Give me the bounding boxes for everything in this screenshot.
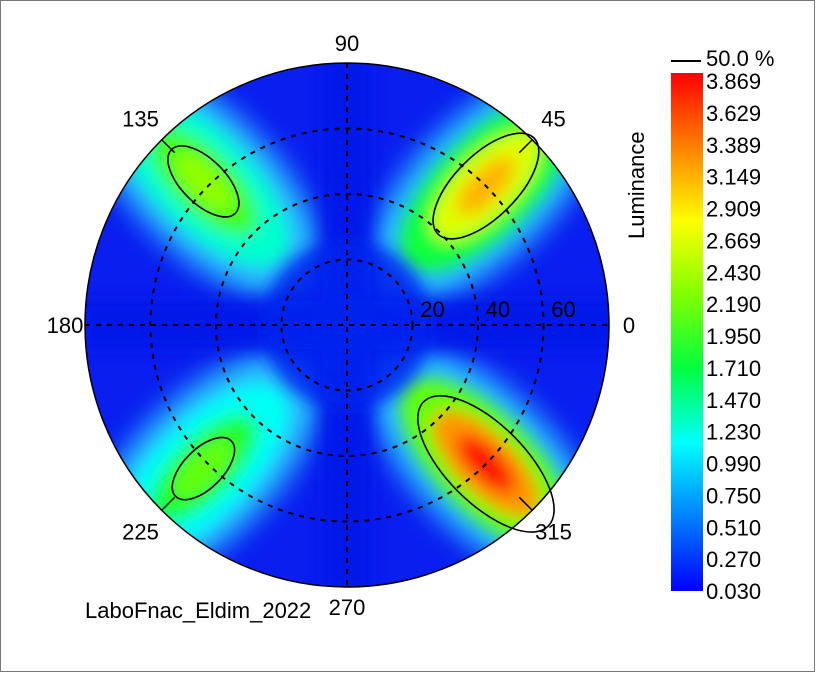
azimuth-label-225: 225 (122, 519, 159, 544)
tick-45 (518, 139, 533, 154)
azimuth-label-0: 0 (623, 313, 635, 338)
colorbar-tick-label: 1.230 (706, 420, 761, 445)
colorbar-tick-label: 2.430 (706, 260, 761, 285)
colorbar-tick-label: 1.950 (706, 324, 761, 349)
polar-grid (85, 63, 609, 587)
contour-0 (432, 132, 540, 240)
ring-labels: 20 40 60 (420, 297, 575, 322)
tick-135 (161, 139, 176, 154)
azimuth-label-180: 180 (47, 313, 84, 338)
ring-label-40: 40 (486, 297, 510, 322)
colorbar-tick-label: 0.750 (706, 483, 761, 508)
contour-2 (171, 436, 236, 501)
azimuth-labels: 0 45 90 135 180 225 270 315 (47, 31, 635, 620)
colorbar-tick-label: 0.270 (706, 547, 761, 572)
ring-label-20: 20 (420, 297, 444, 322)
azimuth-label-135: 135 (122, 107, 159, 132)
colorbar-gradient (671, 73, 703, 591)
colorbar-ticks: 3.869 3.629 3.389 3.149 2.909 2.669 2.430 2.190… (706, 69, 761, 604)
hotspot-core-2 (174, 439, 233, 498)
colorbar-tick-label: 1.470 (706, 388, 761, 413)
colorbar-tick-label: 2.669 (706, 228, 761, 253)
colorbar-label: Luminance (624, 131, 649, 239)
colorbar-tick-label: 2.190 (706, 292, 761, 317)
chart-caption: LaboFnac_Eldim_2022 (85, 598, 311, 623)
colorbar-tick-label: 0.990 (706, 452, 761, 477)
tick-315 (518, 496, 533, 511)
colorbar-tick-label: 3.629 (706, 101, 761, 126)
colorbar-tick-label: 0.030 (706, 579, 761, 604)
azimuth-label-90: 90 (335, 31, 359, 56)
colorbar-tick-label: 3.149 (706, 165, 761, 190)
colorbar: 50.0 % 3.869 3.629 3.389 3.149 2.909 2.669 2.4… (624, 46, 775, 604)
hotspot-core-1 (174, 152, 233, 211)
ring-20 (280, 258, 414, 392)
tick-225 (161, 496, 176, 511)
colorbar-tick-label: 2.909 (706, 197, 761, 222)
azimuth-label-45: 45 (541, 107, 565, 132)
ring-label-60: 60 (551, 297, 575, 322)
azimuth-label-315: 315 (535, 519, 572, 544)
azimuth-label-270: 270 (329, 595, 366, 620)
contour-3 (417, 395, 555, 533)
contour-legend-label: 50.0 % (706, 46, 775, 71)
ring-40 (215, 193, 479, 457)
colorbar-tick-label: 3.869 (706, 69, 761, 94)
colorbar-tick-label: 0.510 (706, 515, 761, 540)
colorbar-tick-label: 1.710 (706, 356, 761, 381)
colorbar-tick-label: 3.389 (706, 133, 761, 158)
ring-60 (149, 127, 545, 523)
